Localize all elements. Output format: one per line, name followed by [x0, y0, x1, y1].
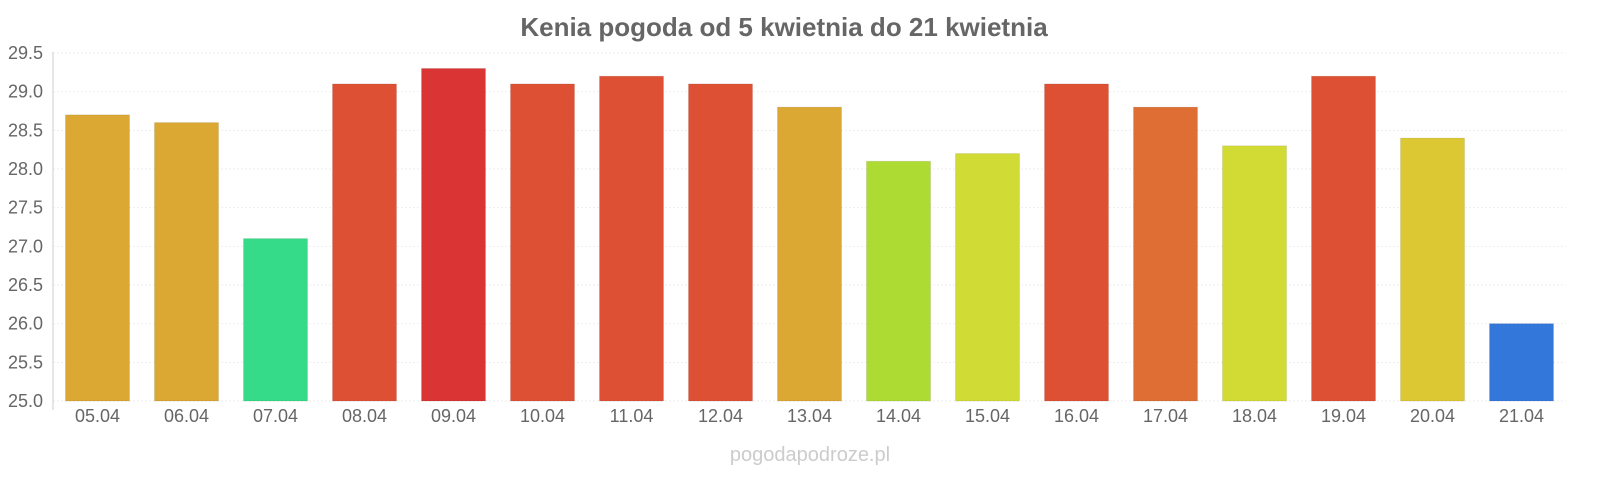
chart-title: Kenia pogoda od 5 kwietnia do 21 kwietni… — [520, 12, 1048, 42]
x-tick-label: 21.04 — [1499, 406, 1544, 426]
x-tick-label: 11.04 — [610, 406, 654, 426]
bar-20.04 — [1400, 137, 1465, 402]
bar-14.04 — [866, 160, 931, 402]
bar-18.04 — [1222, 145, 1287, 402]
bar-05.04 — [65, 114, 130, 402]
y-tick-label: 26.0 — [8, 314, 43, 334]
bar-11.04 — [599, 75, 664, 402]
x-tick-label: 16.04 — [1054, 406, 1099, 426]
bar-17.04 — [1133, 106, 1198, 402]
bar-19.04 — [1311, 75, 1376, 402]
y-tick-label: 28.5 — [8, 120, 43, 140]
bar-08.04 — [332, 83, 397, 402]
y-tick-label: 25.5 — [8, 352, 43, 372]
x-tick-label: 14.04 — [876, 406, 921, 426]
watermark: pogodapodroze.pl — [730, 444, 890, 466]
bar-06.04 — [154, 122, 219, 402]
x-tick-label: 09.04 — [431, 406, 476, 426]
x-tick-label: 18.04 — [1232, 406, 1277, 426]
y-tick-label: 28.0 — [8, 159, 43, 179]
y-tick-label: 25.0 — [8, 391, 43, 411]
bar-15.04 — [955, 153, 1020, 402]
x-tick-label: 17.04 — [1143, 406, 1188, 426]
x-tick-label: 15.04 — [965, 406, 1010, 426]
bar-16.04 — [1044, 83, 1109, 402]
x-tick-label: 07.04 — [253, 406, 298, 426]
x-tick-label: 10.04 — [520, 406, 565, 426]
y-tick-label: 29.5 — [8, 43, 43, 63]
x-tick-label: 20.04 — [1410, 406, 1455, 426]
bar-21.04 — [1489, 323, 1554, 402]
bar-09.04 — [421, 67, 486, 402]
y-tick-label: 27.5 — [8, 198, 43, 218]
y-tick-label: 27.0 — [8, 236, 43, 256]
x-tick-label: 13.04 — [787, 406, 832, 426]
bar-12.04 — [688, 83, 753, 402]
x-tick-label: 05.04 — [75, 406, 120, 426]
x-tick-label: 06.04 — [164, 406, 209, 426]
bar-10.04 — [510, 83, 575, 402]
bar-13.04 — [777, 106, 842, 402]
x-tick-label: 19.04 — [1321, 406, 1366, 426]
bar-07.04 — [243, 238, 308, 402]
y-tick-label: 29.0 — [8, 82, 43, 102]
y-tick-label: 26.5 — [8, 275, 43, 295]
x-tick-label: 08.04 — [342, 406, 387, 426]
x-tick-label: 12.04 — [698, 406, 743, 426]
